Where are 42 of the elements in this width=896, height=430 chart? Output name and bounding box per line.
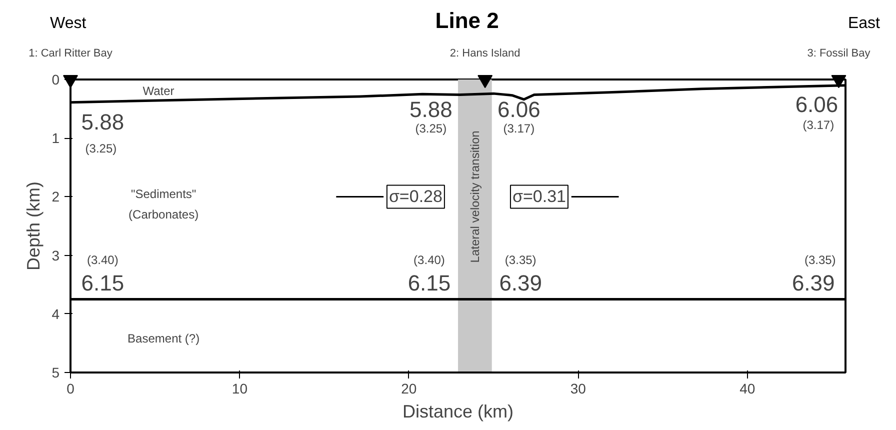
annotation: (3.35): [804, 252, 836, 267]
x-tick-label: 30: [570, 380, 586, 396]
annotation: 5.88: [410, 96, 452, 122]
chart-title: Line 2: [435, 7, 499, 35]
annotation: 6.06: [795, 92, 838, 118]
text: West: [50, 14, 86, 34]
annotation: 6.15: [81, 270, 124, 296]
annotation: σ=0.28: [388, 187, 442, 206]
annotation: (3.25): [415, 122, 447, 136]
annotation: (3.35): [504, 252, 536, 267]
annotation: 3: Fossil Bay: [807, 48, 871, 60]
y-axis-title: Depth (km): [24, 181, 44, 271]
x-axis-title: Distance (km): [402, 402, 514, 422]
x-tick-label: 0: [66, 380, 75, 396]
annotation: (Carbonates): [128, 207, 199, 222]
annotation: 1: Carl Ritter Bay: [28, 48, 113, 60]
band-label: Lateral velocity transition: [468, 130, 482, 263]
x-tick-label: 40: [740, 380, 756, 396]
annotation: 6.15: [408, 270, 451, 296]
annotation: (3.17): [802, 118, 834, 132]
annotation: (3.40): [86, 252, 118, 267]
y-tick-label: 3: [52, 247, 60, 264]
annotation: (3.17): [503, 122, 535, 136]
y-tick-label: 1: [52, 130, 60, 146]
annotation: Water: [142, 84, 174, 98]
x-tick-label: 20: [401, 380, 417, 396]
annotation: 6.06: [498, 96, 540, 122]
y-tick-label: 5: [52, 364, 60, 380]
y-tick-label: 0: [52, 72, 60, 88]
x-tick-label: 10: [232, 380, 248, 396]
y-tick-label: 2: [52, 188, 60, 205]
annotation: 6.39: [499, 270, 542, 296]
text: East: [848, 14, 880, 34]
annotation: (3.25): [85, 142, 117, 156]
annotation: "Sediments": [130, 186, 196, 201]
annotation: 5.88: [81, 110, 124, 135]
y-tick-label: 4: [52, 306, 60, 322]
annotation: σ=0.31: [512, 187, 566, 206]
annotation: 6.39: [792, 270, 835, 296]
annotation: 2: Hans Island: [450, 48, 520, 60]
annotation: Basement (?): [128, 332, 200, 346]
annotation: (3.40): [414, 252, 445, 267]
